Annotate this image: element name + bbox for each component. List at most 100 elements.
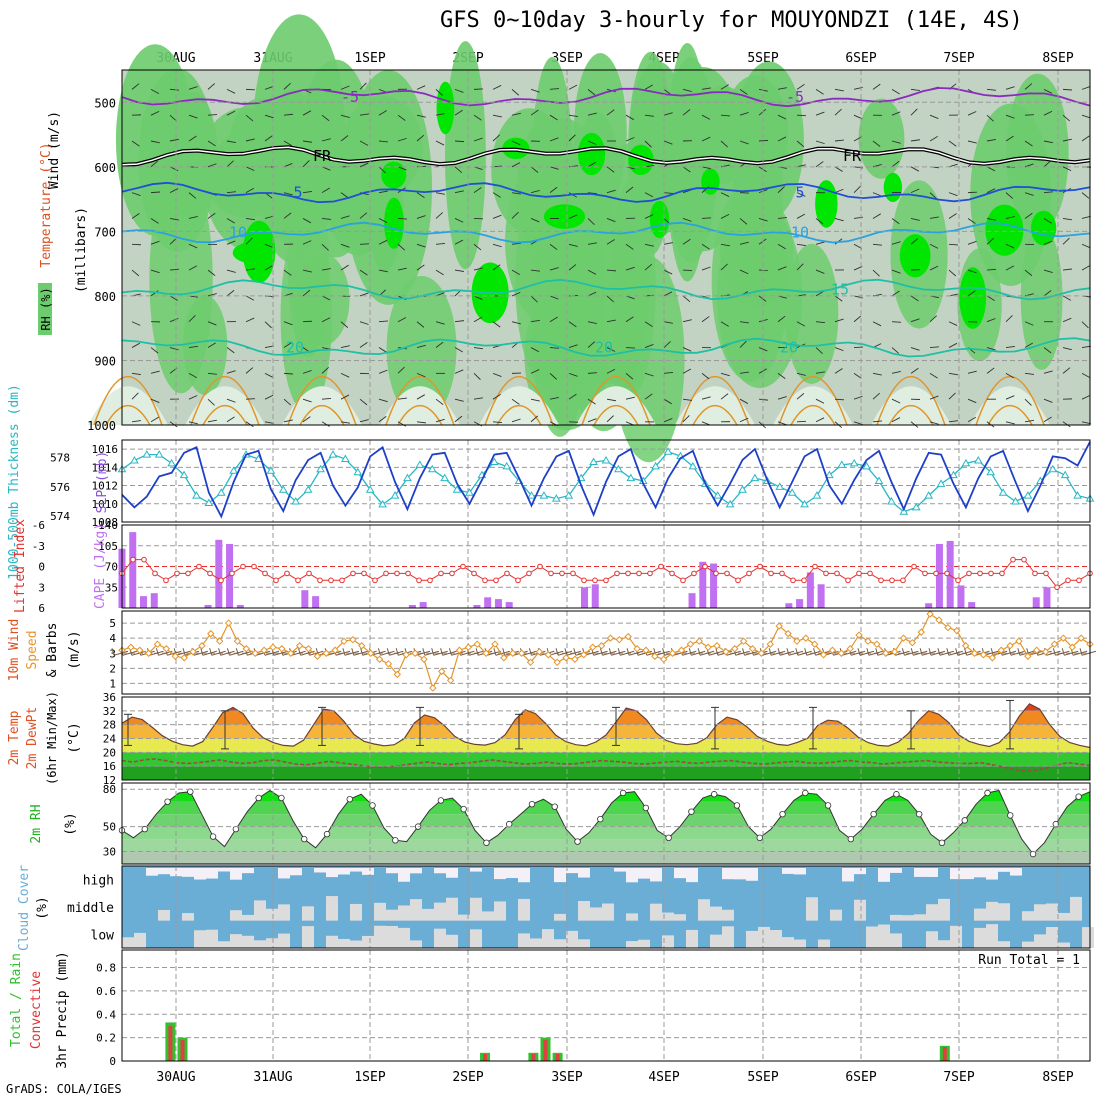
- lifted-point: [845, 577, 851, 584]
- wind-barb: [416, 192, 425, 199]
- cape-bar: [785, 603, 793, 608]
- wind-speed-point: [588, 643, 597, 651]
- cloud-cell: [494, 901, 506, 921]
- isotherm-label: -5: [786, 88, 804, 106]
- wind-speed-point: [517, 649, 526, 657]
- wind-barb: [777, 315, 786, 323]
- cloud-cell: [722, 926, 734, 948]
- wind-barb: [435, 321, 445, 325]
- thickness-point: [465, 488, 474, 496]
- wind-barb: [359, 292, 369, 297]
- wind-barb: [922, 650, 937, 656]
- wind-barb: [891, 241, 901, 245]
- wind-barb: [207, 293, 217, 297]
- cloud-cell: [326, 896, 338, 921]
- cloud-cell: [950, 925, 962, 948]
- wind-speed-point: [997, 646, 1005, 654]
- cloud-cell: [1010, 868, 1022, 876]
- wind-barb: [302, 160, 310, 168]
- wind-barb: [620, 650, 635, 656]
- lifted-point: [966, 570, 972, 577]
- wind-barb: [568, 264, 577, 271]
- wind-speed-point: [899, 634, 908, 642]
- cloud-level-label: middle: [67, 901, 114, 916]
- wind-barb: [473, 397, 483, 400]
- wind-barb: [207, 398, 215, 406]
- lifted-point: [460, 563, 466, 570]
- wind-barb-flag: [875, 648, 879, 656]
- lifted-point: [152, 570, 158, 577]
- cloud-cell: [770, 929, 782, 948]
- wind-speed-point: [846, 645, 854, 653]
- rh-moist-area: [149, 164, 213, 394]
- wind-barb: [245, 138, 255, 142]
- thickness-point: [973, 456, 983, 464]
- thickness-point: [502, 461, 512, 470]
- rh-saturated-area: [436, 81, 455, 135]
- wind-barb: [1043, 140, 1053, 144]
- temp-frame: [121, 696, 1091, 781]
- wind-barb: [587, 161, 597, 168]
- wind-barb: [796, 393, 805, 400]
- cloud-cell: [518, 933, 530, 948]
- wind-barb: [910, 238, 919, 245]
- wind-tick-label: 5: [109, 617, 116, 630]
- cloud-cell: [398, 905, 410, 921]
- cape-bar: [236, 605, 244, 608]
- wind-barb: [397, 137, 407, 142]
- bottom-date-label: 6SEP: [845, 1070, 876, 1085]
- wind-barb: [188, 265, 198, 271]
- wind-barb: [891, 111, 901, 116]
- lifted-point: [812, 563, 818, 570]
- wind-barb: [1062, 421, 1071, 428]
- cloud-cell: [698, 899, 710, 921]
- temp-25-contour: [680, 376, 750, 426]
- cape-bar: [204, 605, 212, 608]
- cloud-cell: [1070, 896, 1082, 921]
- wind-speed-point: [1024, 652, 1032, 660]
- wind-barb: [150, 416, 159, 423]
- wind-barb: [454, 415, 463, 423]
- wind-speed-point: [793, 637, 801, 645]
- wind-speed-point: [313, 652, 322, 660]
- wind-barb-flag: [235, 648, 239, 656]
- thickness-point: [949, 470, 958, 479]
- wind-barb: [530, 415, 539, 423]
- wind-barb: [1062, 268, 1072, 271]
- temp-units-label: (°C): [67, 722, 82, 753]
- wind-barb: [492, 114, 502, 118]
- wind-barb-flag: [1017, 648, 1021, 656]
- precip-convective-bar: [555, 1053, 560, 1061]
- wind-barb: [1043, 398, 1053, 403]
- wind-barb: [433, 650, 448, 656]
- wind-barb: [720, 140, 728, 148]
- thickness-point: [775, 482, 785, 490]
- cloud-cell: [434, 928, 446, 948]
- wind-barb: [245, 317, 255, 323]
- freezing-line-core: [121, 146, 1091, 166]
- lifted-point: [130, 556, 136, 563]
- wind-barb: [1043, 347, 1052, 354]
- wind-barb: [207, 212, 216, 219]
- wind-barb-flag: [946, 648, 950, 656]
- wind-barb: [283, 342, 292, 348]
- wind-barb: [149, 650, 164, 656]
- wind-speed-point: [873, 640, 881, 648]
- wind-barb: [872, 392, 880, 400]
- wind-barb: [302, 218, 312, 224]
- wind-barb-flag: [857, 648, 861, 656]
- wind-barb: [834, 218, 844, 222]
- thickness-point: [725, 499, 735, 508]
- wind-barb: [1081, 265, 1091, 271]
- wind-barb: [340, 135, 349, 142]
- bottom-date-label: 31AUG: [253, 1070, 292, 1085]
- wind-barb: [511, 192, 521, 195]
- wind-barb: [226, 88, 236, 94]
- wind-barb: [245, 218, 255, 221]
- wind-barb: [264, 321, 272, 329]
- wind-speed-point: [695, 637, 703, 645]
- cloud-cell: [362, 935, 374, 948]
- wind-barb: [587, 398, 596, 405]
- wind-barb: [1062, 218, 1072, 221]
- cloud-cell: [638, 868, 650, 879]
